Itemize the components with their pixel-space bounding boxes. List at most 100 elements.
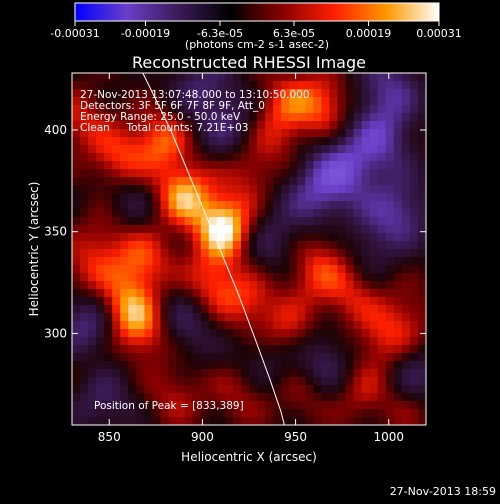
heatmap-cell <box>289 209 298 218</box>
heatmap-cell <box>401 393 411 402</box>
heatmap-cell <box>369 337 379 346</box>
heatmap-cell <box>224 337 234 346</box>
heatmap-cell <box>88 273 97 282</box>
heatmap-cell <box>337 281 346 290</box>
heatmap-cell <box>393 305 403 314</box>
heatmap-cell <box>136 345 145 354</box>
heatmap-cell <box>224 241 234 250</box>
heatmap-cell <box>176 105 186 114</box>
heatmap-cell <box>208 241 218 250</box>
heatmap-cell <box>305 281 314 290</box>
heatmap-cell <box>104 417 113 425</box>
heatmap-cell <box>168 321 177 330</box>
heatmap-cell <box>249 353 258 362</box>
heatmap-cell <box>321 273 330 282</box>
heatmap-cell <box>216 153 226 162</box>
heatmap-cell <box>72 281 81 290</box>
heatmap-cell <box>281 137 290 146</box>
heatmap-cell <box>345 129 354 138</box>
heatmap-cell <box>88 225 97 234</box>
heatmap-cell <box>321 281 330 290</box>
heatmap-cell <box>80 209 89 218</box>
heatmap-cell <box>273 241 282 250</box>
heatmap-cell <box>409 265 419 274</box>
heatmap-cell <box>249 417 258 425</box>
heatmap-cell <box>377 81 387 90</box>
heatmap-cell <box>144 313 153 322</box>
heatmap-cell <box>377 113 387 122</box>
heatmap-cell <box>160 73 169 82</box>
heatmap-cell <box>281 105 290 114</box>
heatmap-cell <box>104 257 113 266</box>
heatmap-cell <box>112 121 121 130</box>
heatmap-cell <box>208 209 218 218</box>
heatmap-cell <box>377 241 387 250</box>
heatmap-cell <box>361 169 371 178</box>
heatmap-cell <box>369 73 379 82</box>
heatmap-cell <box>88 185 97 194</box>
heatmap-cell <box>385 417 395 425</box>
heatmap-cell <box>393 313 403 322</box>
heatmap-cell <box>200 377 210 386</box>
heatmap-cell <box>409 377 419 386</box>
heatmap-cell <box>200 217 210 226</box>
heatmap-cell <box>289 145 298 154</box>
heatmap-cell <box>265 209 274 218</box>
heatmap-cell <box>104 153 113 162</box>
heatmap-cell <box>240 313 250 322</box>
heatmap-cell <box>168 153 177 162</box>
heatmap-cell <box>369 393 379 402</box>
heatmap-cell <box>216 233 226 242</box>
heatmap-cell <box>120 353 129 362</box>
heatmap-cell <box>80 353 89 362</box>
heatmap-cell <box>377 201 387 210</box>
heatmap-cell <box>216 273 226 282</box>
heatmap-cell <box>72 377 81 386</box>
heatmap-cell <box>353 161 363 170</box>
heatmap-cell <box>345 161 354 170</box>
heatmap-cell <box>200 361 210 370</box>
heatmap-cell <box>297 209 306 218</box>
heatmap-cell <box>345 249 354 258</box>
heatmap-cell <box>208 353 218 362</box>
heatmap-cell <box>249 257 258 266</box>
heatmap-cell <box>297 409 306 418</box>
heatmap-cell <box>401 217 411 226</box>
heatmap-cell <box>80 161 89 170</box>
heatmap-cell <box>128 417 137 425</box>
heatmap-cell <box>200 401 210 410</box>
heatmap-cell <box>240 401 250 410</box>
heatmap-cell <box>136 305 145 314</box>
heatmap-cell <box>337 273 346 282</box>
heatmap-cell <box>377 249 387 258</box>
heatmap-cell <box>313 329 322 338</box>
heatmap-cell <box>385 369 395 378</box>
heatmap-cell <box>297 233 306 242</box>
heatmap-cell <box>192 105 202 114</box>
heatmap-cell <box>353 369 363 378</box>
heatmap-cell <box>72 89 81 98</box>
heatmap-cell <box>136 113 145 122</box>
heatmap-cell <box>281 289 290 298</box>
heatmap-cell <box>200 385 210 394</box>
heatmap-cell <box>401 385 411 394</box>
heatmap-cell <box>200 105 210 114</box>
heatmap-cell <box>385 257 395 266</box>
heatmap-cell <box>112 297 121 306</box>
heatmap-cell <box>377 369 387 378</box>
heatmap-cell <box>321 209 330 218</box>
heatmap-cell <box>120 281 129 290</box>
heatmap-cell <box>321 361 330 370</box>
heatmap-cell <box>120 233 129 242</box>
heatmap-cell <box>385 345 395 354</box>
heatmap-cell <box>377 73 387 82</box>
heatmap-cell <box>393 193 403 202</box>
heatmap-cell <box>329 201 338 210</box>
heatmap-cell <box>265 177 274 186</box>
heatmap-cell <box>232 353 242 362</box>
heatmap-cell <box>72 113 81 122</box>
heatmap-cell <box>361 153 371 162</box>
heatmap-cell <box>313 377 322 386</box>
heatmap-cell <box>393 273 403 282</box>
heatmap-cell <box>208 337 218 346</box>
